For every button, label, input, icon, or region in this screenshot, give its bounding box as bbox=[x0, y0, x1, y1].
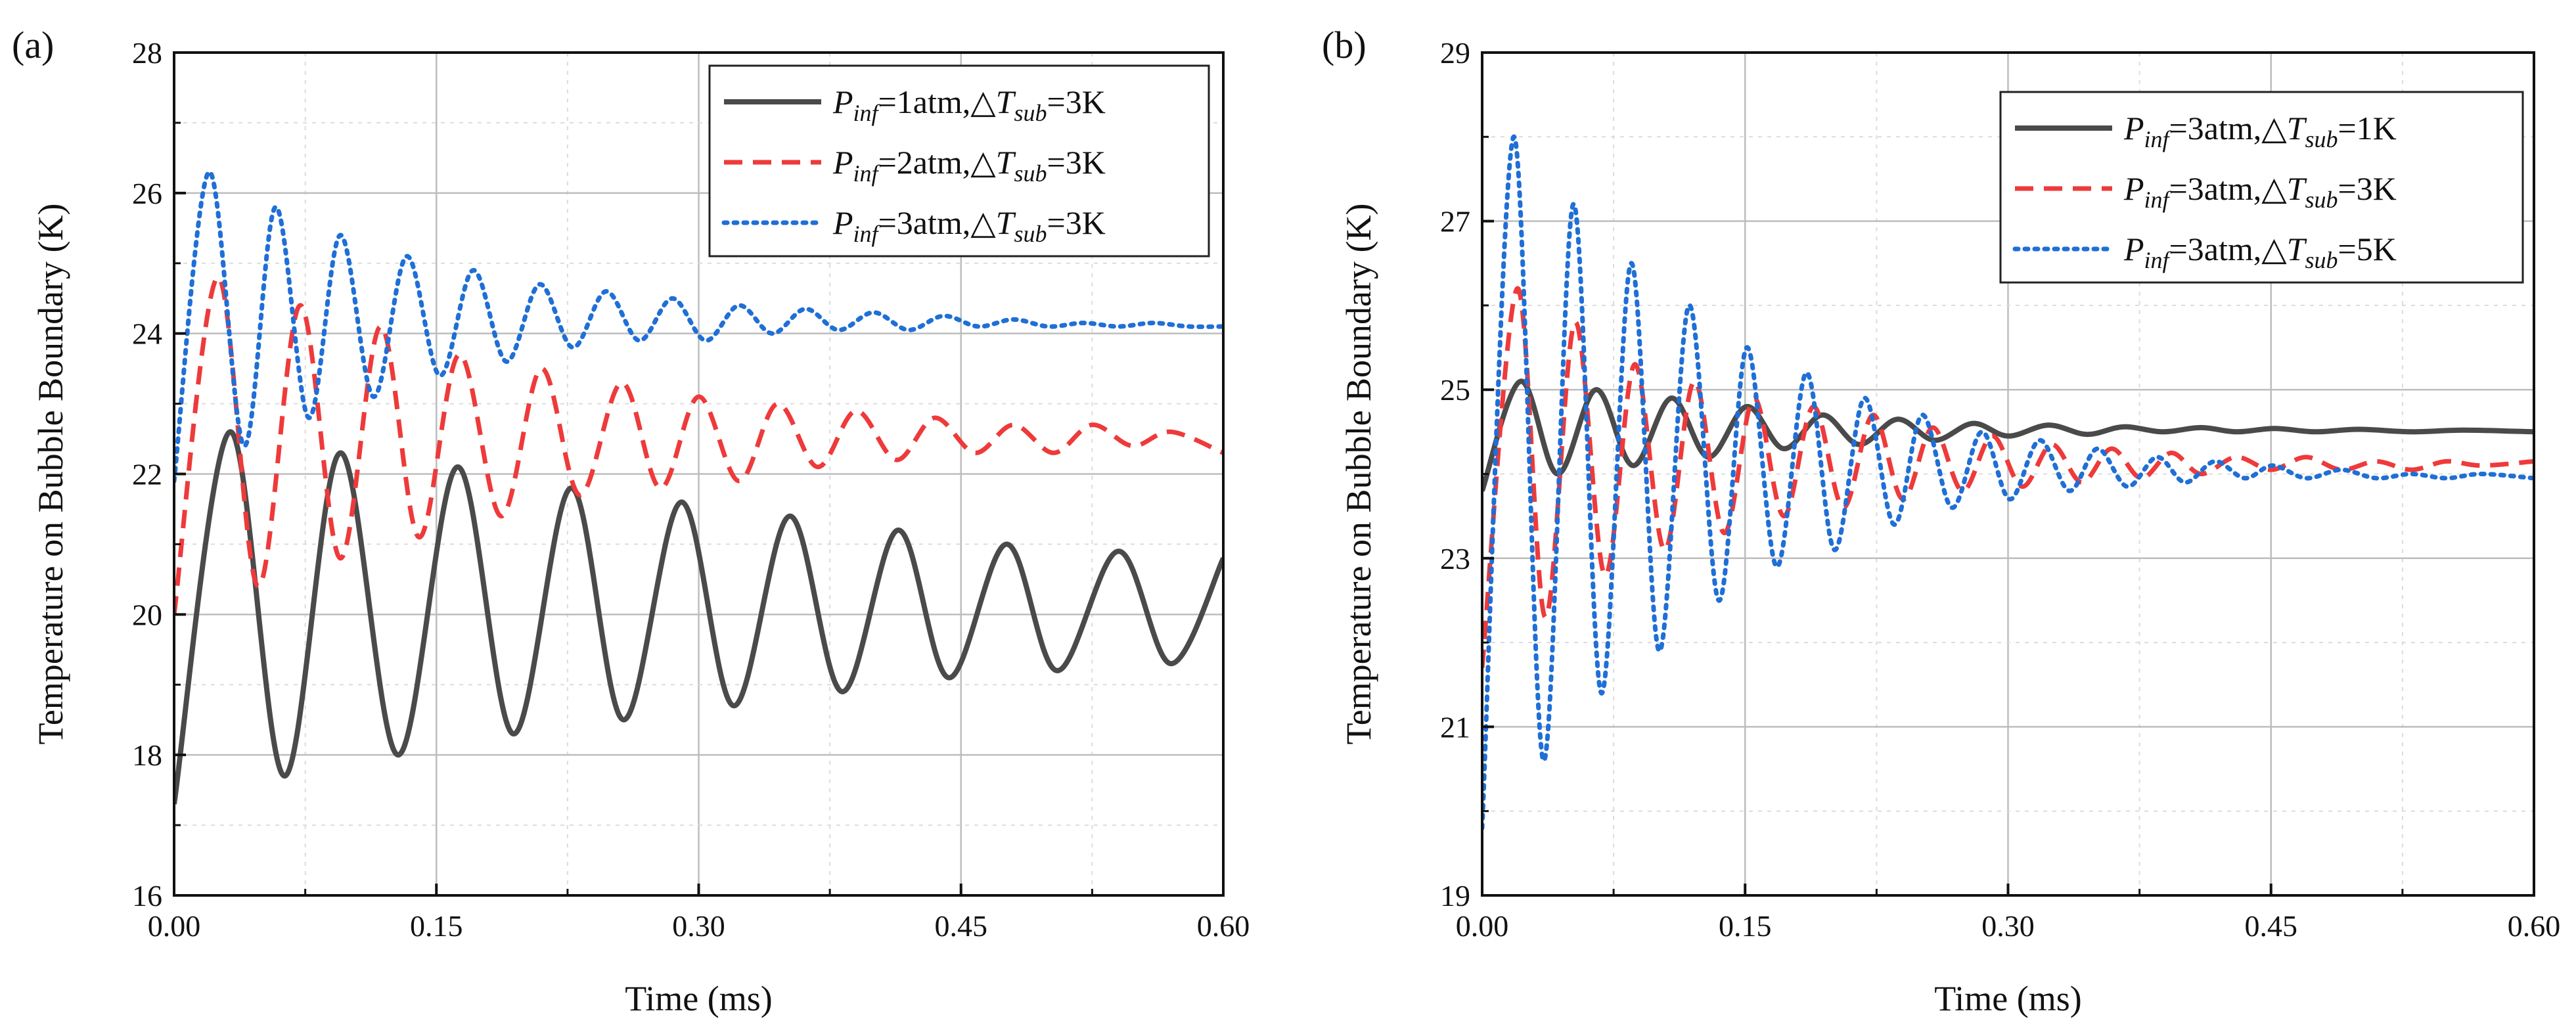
legend: Pinf=1atm,△Tsub=3K Pinf=2atm,△Tsub=3K Pinf… bbox=[708, 64, 1210, 258]
x-tick-label: 0.30 bbox=[672, 909, 725, 943]
y-tick-label: 23 bbox=[1440, 542, 1470, 575]
legend-label: Pinf=3atm,△Tsub=3K bbox=[832, 204, 1106, 247]
y-tick-label: 18 bbox=[132, 738, 162, 772]
y-axis-label: Temperature on Bubble Boundary (K) bbox=[31, 204, 70, 745]
x-tick-label: 0.00 bbox=[1456, 909, 1509, 943]
y-axis-label: Temperature on Bubble Boundary (K) bbox=[1339, 204, 1378, 745]
legend: Pinf=3atm,△Tsub=1K Pinf=3atm,△Tsub=3K Pinf… bbox=[1999, 91, 2524, 284]
series-line-1 bbox=[1482, 378, 2534, 492]
legend-item: Pinf=1atm,△Tsub=3K bbox=[724, 83, 1106, 126]
y-tick-label: 25 bbox=[1440, 373, 1470, 407]
panel-b: 0.00 0.15 0.30 0.45 0.60 19 21 23 25 27 29 Time (ms… bbox=[1322, 24, 2560, 1018]
x-tick-label: 0.00 bbox=[148, 909, 201, 943]
legend-item: Pinf=3atm,△Tsub=3K bbox=[721, 204, 1106, 247]
panel-label: (a) bbox=[12, 24, 54, 66]
y-tick-label: 19 bbox=[1440, 879, 1470, 912]
x-tick-label: 0.15 bbox=[410, 909, 463, 943]
legend-item: Pinf=3atm,△Tsub=5K bbox=[2012, 231, 2397, 273]
series-line-3 bbox=[174, 169, 1223, 483]
y-tick-label: 29 bbox=[1440, 36, 1470, 70]
panel-a: 0.00 0.15 0.30 0.45 0.60 16 18 20 22 24 26 28 Time (… bbox=[12, 24, 1250, 1018]
x-tick-label: 0.60 bbox=[2508, 909, 2561, 943]
series-line-2 bbox=[174, 275, 1223, 615]
x-tick-label: 0.60 bbox=[1197, 909, 1250, 943]
series-line-3 bbox=[1482, 134, 2534, 830]
y-tick-label: 20 bbox=[132, 598, 162, 631]
x-axis-label: Time (ms) bbox=[1934, 979, 2082, 1018]
x-tick-label: 0.45 bbox=[2245, 909, 2298, 943]
panel-label: (b) bbox=[1322, 24, 1367, 66]
x-axis-label: Time (ms) bbox=[625, 979, 773, 1018]
legend-label: Pinf=3atm,△Tsub=3K bbox=[2123, 170, 2397, 213]
y-tick-label: 24 bbox=[132, 317, 162, 351]
legend-item: Pinf=3atm,△Tsub=3K bbox=[2015, 170, 2397, 213]
legend-item: Pinf=3atm,△Tsub=1K bbox=[2015, 110, 2397, 152]
y-tick-label: 22 bbox=[132, 458, 162, 491]
legend-label: Pinf=3atm,△Tsub=1K bbox=[2123, 110, 2397, 152]
legend-item: Pinf=2atm,△Tsub=3K bbox=[724, 144, 1106, 187]
series-line-1 bbox=[174, 429, 1223, 805]
legend-label: Pinf=1atm,△Tsub=3K bbox=[832, 83, 1106, 126]
legend-label: Pinf=3atm,△Tsub=5K bbox=[2123, 231, 2397, 273]
x-tick-label: 0.15 bbox=[1719, 909, 1772, 943]
y-tick-label: 26 bbox=[132, 177, 162, 210]
y-tick-label: 28 bbox=[132, 36, 162, 70]
y-tick-label: 27 bbox=[1440, 205, 1470, 238]
legend-label: Pinf=2atm,△Tsub=3K bbox=[832, 144, 1106, 187]
series-group bbox=[1482, 134, 2534, 830]
series-group bbox=[174, 169, 1223, 805]
y-tick-label: 21 bbox=[1440, 710, 1470, 744]
x-tick-label: 0.45 bbox=[935, 909, 988, 943]
y-tick-label: 16 bbox=[132, 879, 162, 912]
x-tick-label: 0.30 bbox=[1981, 909, 2035, 943]
